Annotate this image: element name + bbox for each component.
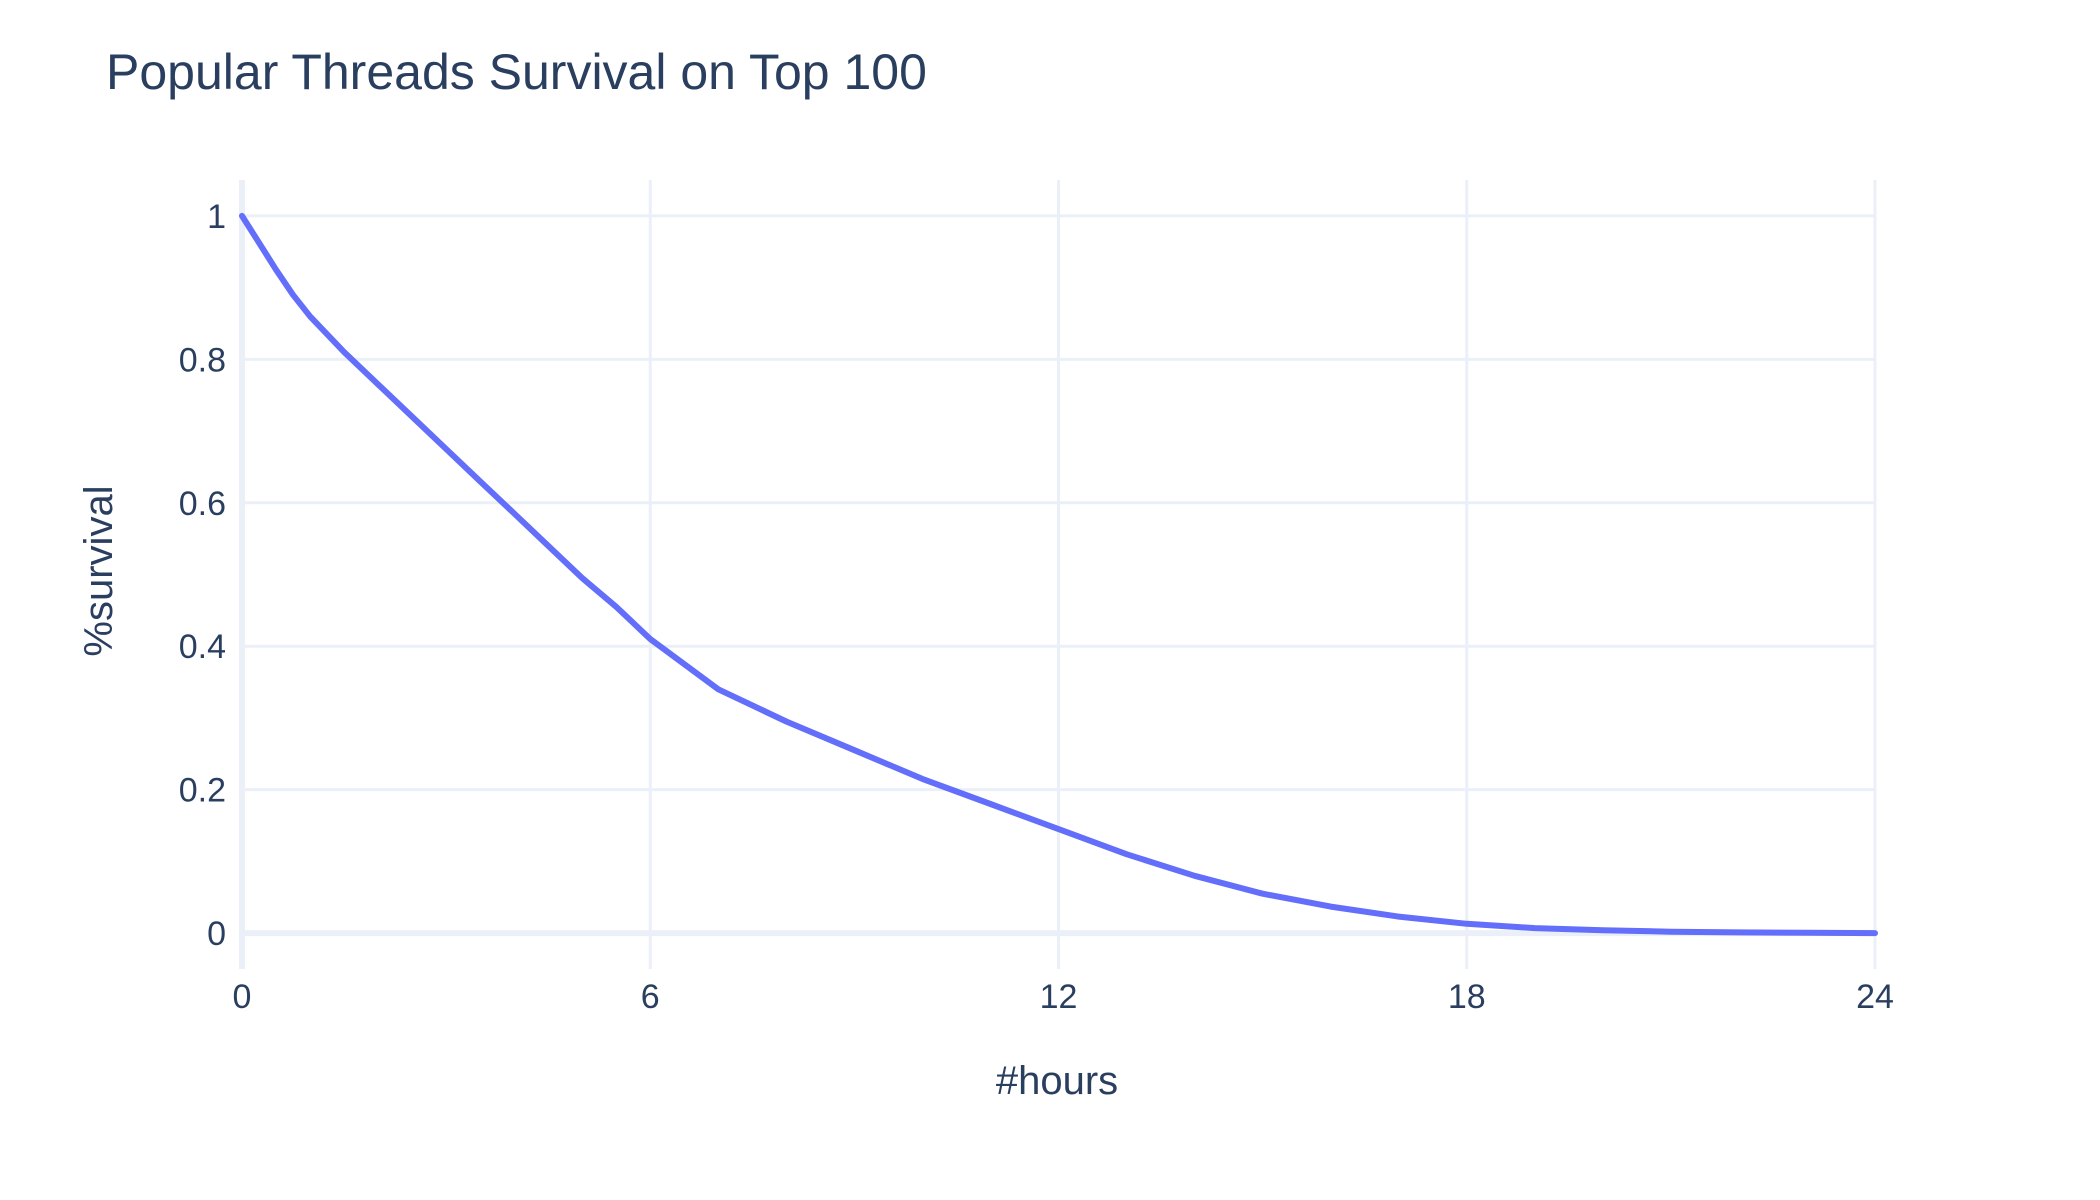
y-tick-label: 0.2 [179, 772, 226, 810]
chart-title: Popular Threads Survival on Top 100 [106, 44, 927, 100]
y-tick-label: 0 [207, 915, 226, 953]
x-axis-ticks: 0 6 12 18 24 [233, 978, 1894, 1016]
x-tick-label: 6 [641, 978, 660, 1016]
y-axis-ticks: 0 0.2 0.4 0.6 0.8 1 [179, 198, 226, 953]
x-tick-label: 12 [1040, 978, 1078, 1016]
y-tick-label: 1 [207, 198, 226, 236]
x-tick-label: 0 [233, 978, 252, 1016]
y-tick-label: 0.4 [179, 628, 226, 666]
x-axis-title: #hours [996, 1059, 1118, 1103]
y-tick-label: 0.8 [179, 341, 226, 379]
y-axis-title: %survival [77, 485, 121, 656]
x-tick-label: 18 [1448, 978, 1486, 1016]
grid-layer [242, 180, 1875, 969]
y-tick-label: 0.6 [179, 485, 226, 523]
x-tick-label: 24 [1856, 978, 1894, 1016]
